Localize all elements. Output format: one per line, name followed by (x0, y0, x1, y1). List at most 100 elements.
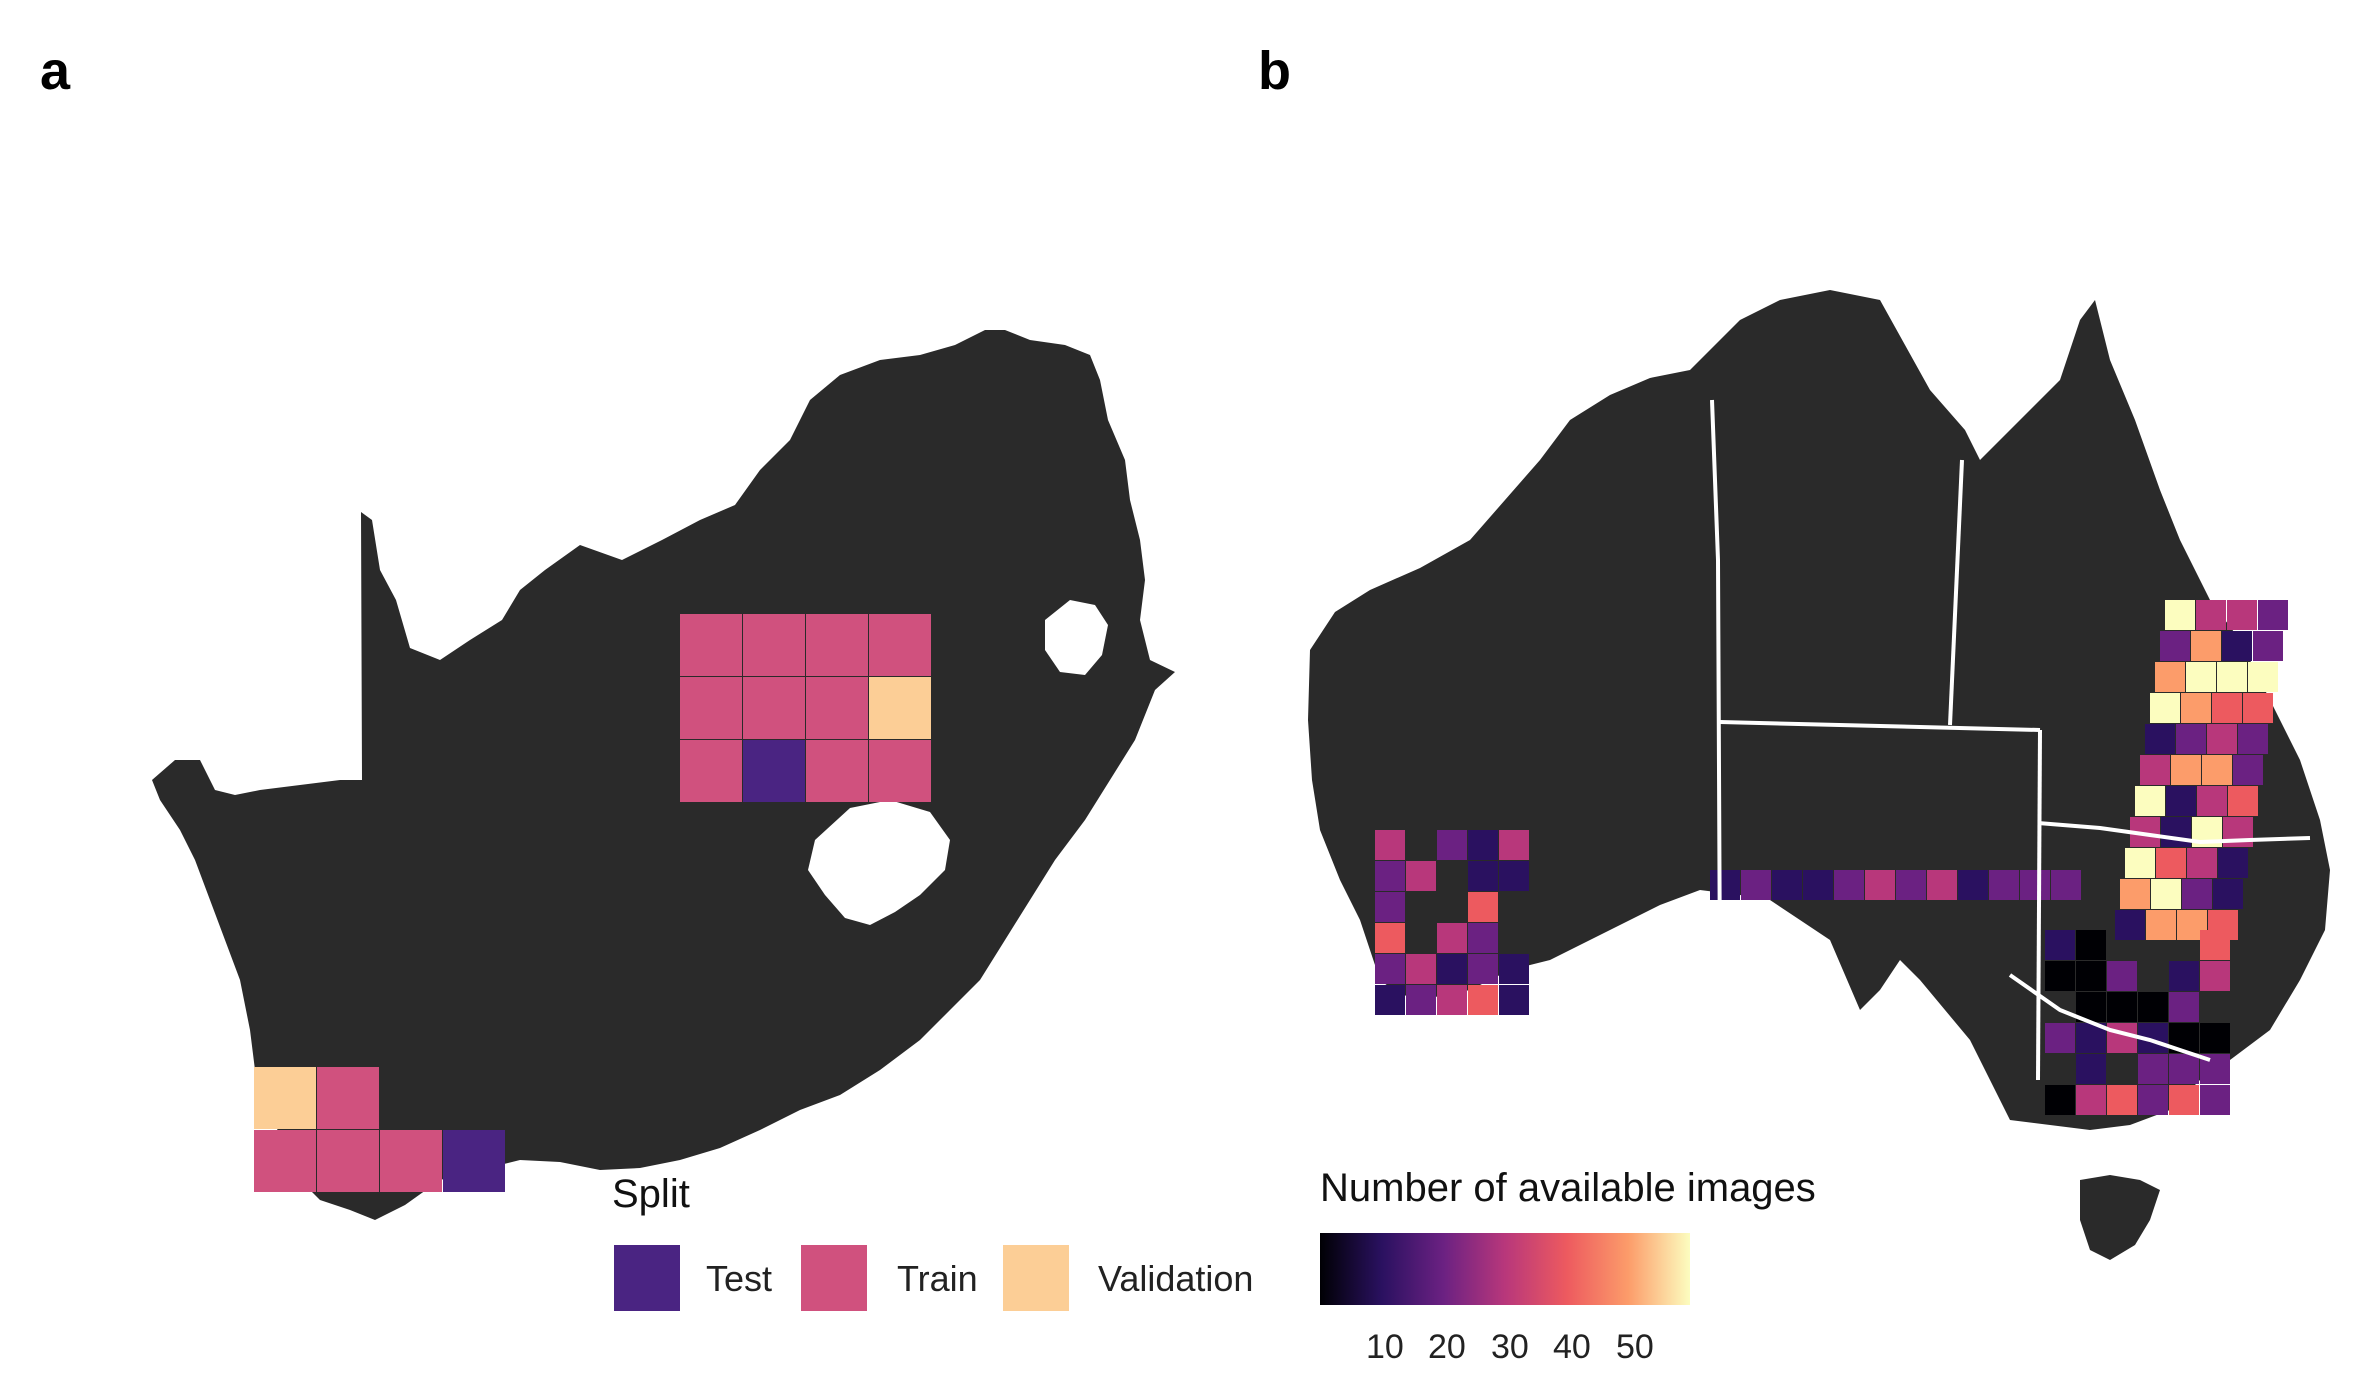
count-cell (2181, 693, 2211, 723)
count-cell (1499, 861, 1529, 891)
eswatini-hole (1045, 600, 1108, 675)
count-cell (2020, 870, 2050, 900)
count-cell (2200, 961, 2230, 991)
legend-swatch-validation (1003, 1245, 1069, 1311)
count-cell (2076, 930, 2106, 960)
split-cell-train (869, 740, 931, 802)
colorbar-tick-label: 40 (1553, 1328, 1591, 1366)
count-cell (1865, 870, 1895, 900)
split-cell-train (869, 614, 931, 676)
count-cell (2169, 961, 2199, 991)
count-cell (1710, 870, 1740, 900)
count-cell (2227, 600, 2257, 630)
colorbar-tick-label: 30 (1491, 1328, 1529, 1366)
count-cell (2051, 870, 2081, 900)
count-cell (2076, 1054, 2106, 1084)
count-cell (1468, 923, 1498, 953)
count-cell (2169, 992, 2199, 1022)
count-cell (2248, 662, 2278, 692)
count-cell (2200, 1085, 2230, 1115)
count-cell (1499, 954, 1529, 984)
count-cell (2197, 786, 2227, 816)
count-cell (1989, 870, 2019, 900)
state-borders (1710, 399, 2311, 1081)
count-cell (1499, 830, 1529, 860)
count-cell (1741, 870, 1771, 900)
count-cell (2169, 1085, 2199, 1115)
count-cell (1468, 861, 1498, 891)
count-cell (2176, 724, 2206, 754)
legend-label-validation: Validation (1098, 1258, 1254, 1299)
count-cell (2107, 961, 2137, 991)
split-cell-train (680, 677, 742, 739)
count-cell (2233, 755, 2263, 785)
count-cell (1896, 870, 1926, 900)
count-cell (1927, 870, 1957, 900)
count-cell (2076, 1085, 2106, 1115)
south-africa-land (152, 330, 1175, 1220)
border-nt-qld (1948, 459, 1964, 726)
panel-a-label: a (40, 41, 71, 101)
split-cell-train (680, 614, 742, 676)
count-cell (1375, 923, 1405, 953)
count-cell (2161, 817, 2191, 847)
count-cell (2107, 1023, 2137, 1053)
split-cell-train (680, 740, 742, 802)
split-cell-validation (869, 677, 931, 739)
count-cell (2258, 600, 2288, 630)
border-wa (1710, 399, 1722, 981)
count-colorbar (1320, 1233, 1690, 1305)
count-cell (1406, 861, 1436, 891)
count-cell (1772, 870, 1802, 900)
split-cell-train (317, 1130, 379, 1192)
count-cell (2138, 1085, 2168, 1115)
colorbar-tick-label: 20 (1428, 1328, 1466, 1366)
colorbar-tick-label: 50 (1616, 1328, 1654, 1366)
count-cell (2045, 961, 2075, 991)
count-cell (2253, 631, 2283, 661)
south-africa-grid (254, 614, 931, 1192)
panel-b-label: b (1258, 41, 1291, 101)
count-cell (1375, 954, 1405, 984)
count-cell (1499, 985, 1529, 1015)
count-cell (2045, 1023, 2075, 1053)
count-cell (1375, 892, 1405, 922)
count-cell (1834, 870, 1864, 900)
count-cell (2186, 662, 2216, 692)
count-cell (2169, 1054, 2199, 1084)
count-cell (2238, 724, 2268, 754)
count-cell (2156, 848, 2186, 878)
count-cell (2107, 1085, 2137, 1115)
border-nt-sa (1719, 720, 2041, 732)
count-cell (1375, 861, 1405, 891)
count-cell (2217, 662, 2247, 692)
count-cell (1437, 923, 1467, 953)
count-cell (2213, 879, 2243, 909)
border-sa-east (2036, 729, 2042, 1081)
count-cell (1437, 954, 1467, 984)
count-cell (1803, 870, 1833, 900)
count-cell (1375, 985, 1405, 1015)
count-cell (2222, 631, 2252, 661)
count-cell (2107, 992, 2137, 1022)
split-cell-validation (254, 1067, 316, 1129)
count-cell (2187, 848, 2217, 878)
count-cell (1437, 830, 1467, 860)
split-cell-train (743, 677, 805, 739)
split-cell-train (806, 740, 868, 802)
count-cell (2145, 724, 2175, 754)
count-cell (2171, 755, 2201, 785)
split-legend-title: Split (612, 1172, 690, 1216)
count-cell (2146, 910, 2176, 940)
count-cell (2138, 992, 2168, 1022)
count-cell (2200, 1023, 2230, 1053)
count-cell (2218, 848, 2248, 878)
count-cell (2202, 755, 2232, 785)
count-cell (2207, 724, 2237, 754)
count-cell (2045, 930, 2075, 960)
count-cell (1468, 892, 1498, 922)
count-cell (2120, 879, 2150, 909)
split-cell-train (317, 1067, 379, 1129)
count-cell (1468, 830, 1498, 860)
